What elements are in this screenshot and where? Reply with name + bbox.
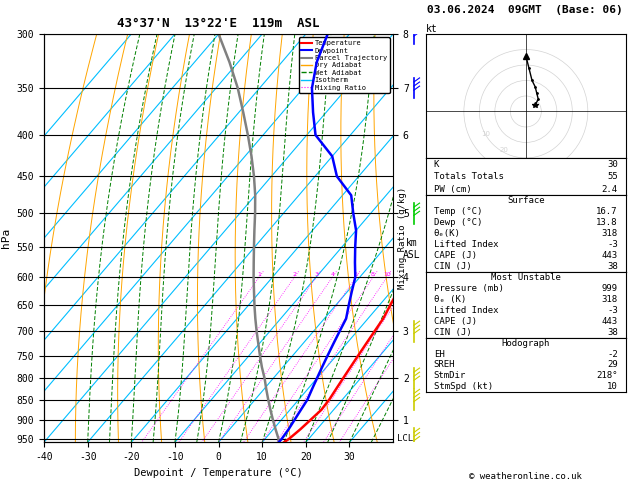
Text: 2.4: 2.4	[602, 185, 618, 193]
Text: 3: 3	[314, 272, 318, 278]
Text: θₑ (K): θₑ (K)	[434, 295, 466, 304]
Text: 38: 38	[607, 328, 618, 337]
Text: θₑ(K): θₑ(K)	[434, 229, 460, 238]
Text: 03.06.2024  09GMT  (Base: 06): 03.06.2024 09GMT (Base: 06)	[427, 5, 623, 15]
Text: StmDir: StmDir	[434, 371, 466, 381]
Text: LCL: LCL	[397, 434, 413, 443]
Legend: Temperature, Dewpoint, Parcel Trajectory, Dry Adiabat, Wet Adiabat, Isotherm, Mi: Temperature, Dewpoint, Parcel Trajectory…	[299, 37, 389, 93]
Text: EH: EH	[434, 349, 445, 359]
Text: 10: 10	[481, 131, 490, 137]
Text: Pressure (mb): Pressure (mb)	[434, 284, 504, 293]
Text: Temp (°C): Temp (°C)	[434, 208, 482, 216]
Text: 30: 30	[607, 160, 618, 169]
Text: 318: 318	[602, 229, 618, 238]
Text: 13.8: 13.8	[596, 218, 618, 227]
Text: 443: 443	[602, 317, 618, 326]
Text: Totals Totals: Totals Totals	[434, 172, 504, 181]
Text: Surface: Surface	[507, 196, 545, 206]
Text: PW (cm): PW (cm)	[434, 185, 472, 193]
Text: 20: 20	[499, 147, 509, 153]
Text: CAPE (J): CAPE (J)	[434, 251, 477, 260]
Text: 43°37'N  13°22'E  119m  ASL: 43°37'N 13°22'E 119m ASL	[118, 17, 320, 30]
Text: 2: 2	[292, 272, 296, 278]
Text: Hodograph: Hodograph	[502, 339, 550, 347]
Text: 8: 8	[371, 272, 375, 278]
Text: Mixing Ratio (g/kg): Mixing Ratio (g/kg)	[398, 187, 407, 289]
Y-axis label: hPa: hPa	[1, 228, 11, 248]
Text: kt: kt	[426, 24, 438, 34]
Y-axis label: km
ASL: km ASL	[403, 238, 420, 260]
Text: Lifted Index: Lifted Index	[434, 306, 498, 315]
Text: © weatheronline.co.uk: © weatheronline.co.uk	[469, 472, 582, 481]
X-axis label: Dewpoint / Temperature (°C): Dewpoint / Temperature (°C)	[134, 468, 303, 478]
Text: 16.7: 16.7	[596, 208, 618, 216]
Text: 10: 10	[383, 272, 391, 278]
Text: 443: 443	[602, 251, 618, 260]
Text: 4: 4	[330, 272, 335, 278]
Text: StmSpd (kt): StmSpd (kt)	[434, 382, 493, 391]
Text: 10: 10	[607, 382, 618, 391]
Text: CIN (J): CIN (J)	[434, 262, 472, 271]
Text: K: K	[434, 160, 439, 169]
Text: -3: -3	[607, 306, 618, 315]
Text: -3: -3	[607, 240, 618, 249]
Text: 318: 318	[602, 295, 618, 304]
Text: 38: 38	[607, 262, 618, 271]
Text: Dewp (°C): Dewp (°C)	[434, 218, 482, 227]
Text: Lifted Index: Lifted Index	[434, 240, 498, 249]
Text: 999: 999	[602, 284, 618, 293]
Text: 218°: 218°	[596, 371, 618, 381]
Text: CAPE (J): CAPE (J)	[434, 317, 477, 326]
Text: 29: 29	[607, 361, 618, 369]
Text: 1: 1	[257, 272, 261, 278]
Text: SREH: SREH	[434, 361, 455, 369]
Text: -2: -2	[607, 349, 618, 359]
Text: 6: 6	[354, 272, 358, 278]
Text: 55: 55	[607, 172, 618, 181]
Text: CIN (J): CIN (J)	[434, 328, 472, 337]
Text: Most Unstable: Most Unstable	[491, 273, 561, 282]
